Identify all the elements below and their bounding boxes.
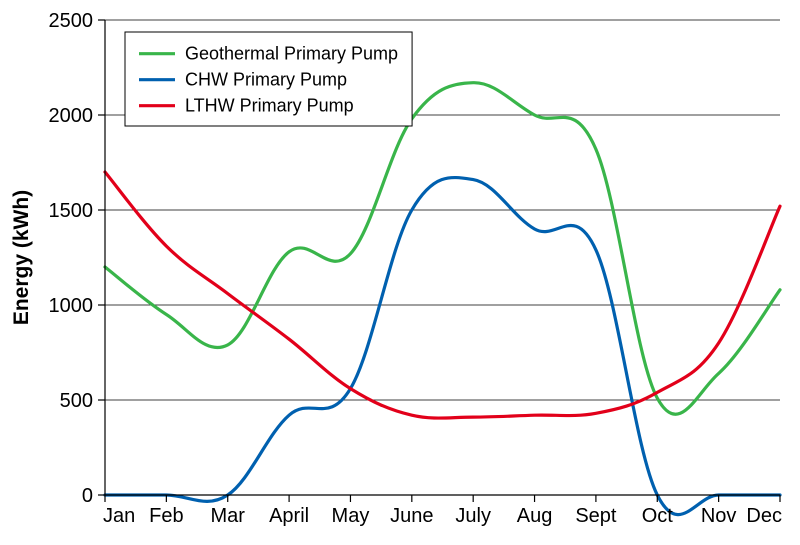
y-tick-label: 1000 (49, 295, 94, 317)
legend-label: CHW Primary Pump (185, 70, 347, 90)
x-tick-label: Oct (642, 505, 674, 527)
y-axis-label: Energy (kWh) (10, 190, 33, 325)
legend-label: Geothermal Primary Pump (185, 44, 398, 64)
x-tick-label: June (390, 505, 433, 527)
y-tick-label: 0 (82, 485, 93, 507)
x-tick-label: May (332, 505, 370, 527)
chart-svg: 0 500 1000 1500 2000 2500 Jan Feb Mar April May Jun… (0, 0, 800, 545)
series-line (105, 83, 780, 415)
legend: Geothermal Primary Pump CHW Primary Pump L… (125, 32, 412, 126)
y-tick-label: 1500 (49, 200, 94, 222)
y-tick-label: 500 (60, 390, 93, 412)
legend-label: LTHW Primary Pump (185, 96, 354, 116)
x-tick-label: Feb (149, 505, 183, 527)
y-tick-label: 2000 (49, 105, 94, 127)
energy-line-chart: 0 500 1000 1500 2000 2500 Jan Feb Mar April May Jun… (0, 0, 800, 545)
x-tick-label: Aug (517, 505, 553, 527)
x-tick-label: Nov (701, 505, 737, 527)
x-tick-label: Sept (575, 505, 617, 527)
x-tick-label: April (269, 505, 309, 527)
x-tick-label: Dec (746, 505, 782, 527)
x-tick-label: July (455, 505, 491, 527)
y-tick-label: 2500 (49, 10, 94, 32)
x-tick-label: Mar (211, 505, 246, 527)
x-tick-label: Jan (103, 505, 135, 527)
series-line (105, 172, 780, 418)
